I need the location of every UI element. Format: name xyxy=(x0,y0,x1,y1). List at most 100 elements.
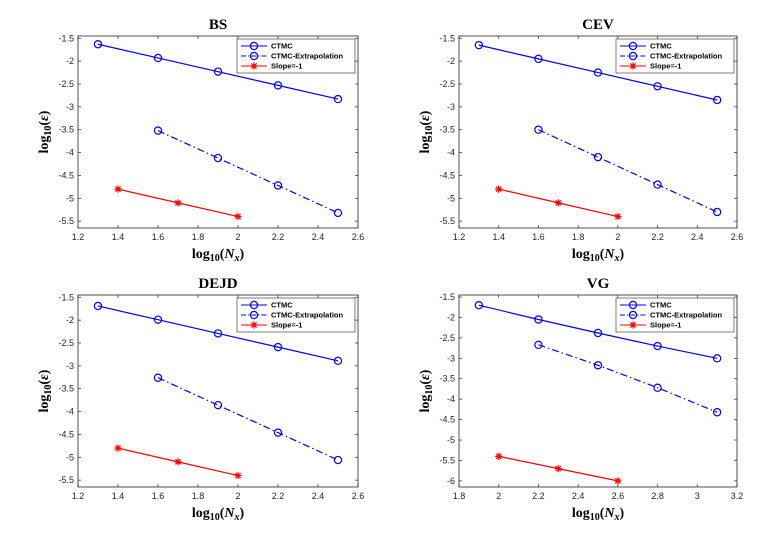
y-tick-label: -5.5 xyxy=(58,475,74,485)
chart-title: DEJD xyxy=(198,276,237,292)
x-tick-label: 2.4 xyxy=(312,491,325,501)
x-tick-label: 2.4 xyxy=(572,491,585,501)
y-tick-label: -3 xyxy=(447,353,455,363)
series-line-1 xyxy=(157,377,339,461)
data-point-1-3 xyxy=(712,408,722,417)
y-tick-label: -5 xyxy=(447,435,455,445)
y-tick-label: -2.5 xyxy=(439,333,455,343)
data-point-1-1 xyxy=(593,361,603,370)
chart-title: BS xyxy=(209,17,227,33)
y-tick-label: -5.5 xyxy=(58,216,74,226)
data-point-0-4 xyxy=(333,356,343,366)
data-point-0-3 xyxy=(653,82,662,91)
legend-marker xyxy=(250,62,258,70)
x-tick-label: 2.6 xyxy=(731,232,744,242)
legend-label: CTMC-Extrapolation xyxy=(271,311,344,320)
x-tick-label: 1.2 xyxy=(72,232,85,242)
x-tick-label: 2.6 xyxy=(352,491,365,501)
y-tick-label: -4.5 xyxy=(58,429,74,439)
data-point-0-0 xyxy=(93,40,103,49)
chart-title: VG xyxy=(587,276,610,292)
legend-marker xyxy=(628,41,638,51)
legend-label: CTMC xyxy=(271,42,293,51)
y-tick-label: -4 xyxy=(447,394,455,404)
data-point-0-4 xyxy=(712,95,722,105)
x-tick-label: 1.6 xyxy=(532,232,545,242)
data-point-1-2 xyxy=(273,428,283,437)
data-point-0-2 xyxy=(593,328,603,338)
y-axis-label: log10(ε) xyxy=(37,110,54,153)
legend-box xyxy=(615,38,735,74)
chart-bs: 1.2 1.4 1.6 1.8 2 2.2 2.4 2.6 -1.5 -2 -2.5 -3 -3.5 -4… xyxy=(37,17,364,264)
y-tick-label: -3.5 xyxy=(58,384,74,394)
data-point-1-0 xyxy=(153,126,163,135)
data-point-1-1 xyxy=(213,153,223,163)
series-line-0 xyxy=(478,44,718,101)
x-tick-label: 1.8 xyxy=(453,491,466,501)
legend-marker xyxy=(249,51,259,61)
x-tick-label: 2.2 xyxy=(272,232,285,242)
x-tick-label: 1.6 xyxy=(152,491,165,501)
legend-label: CTMC xyxy=(271,301,293,310)
data-point-1-3 xyxy=(712,207,722,217)
data-point-2-1 xyxy=(554,465,562,473)
legend-marker xyxy=(629,62,637,70)
x-tick-label: 1.8 xyxy=(572,232,585,242)
data-point-2-0 xyxy=(495,452,503,460)
data-point-2-0 xyxy=(114,444,122,452)
y-tick-label: -4 xyxy=(66,407,74,417)
data-point-0-3 xyxy=(273,342,283,352)
data-point-0-0 xyxy=(93,301,103,311)
x-tick-label: 1.4 xyxy=(492,232,505,242)
y-tick-label: -5 xyxy=(66,452,74,462)
legend-label: Slope=-1 xyxy=(271,62,302,71)
x-tick-label: 2.4 xyxy=(312,232,325,242)
y-tick-label: -2.5 xyxy=(58,338,74,348)
data-point-0-3 xyxy=(653,341,662,351)
y-axis-label: log10(ε) xyxy=(418,369,435,412)
legend-box xyxy=(236,38,356,74)
data-point-0-2 xyxy=(593,68,603,77)
data-point-1-0 xyxy=(534,340,543,350)
x-axis-label: log10(Nx) xyxy=(572,506,625,523)
legend-marker xyxy=(249,310,259,320)
series-line-1 xyxy=(157,130,339,214)
legend-label: CTMC xyxy=(650,42,672,51)
legend-label: CTMC xyxy=(650,301,672,310)
y-tick-label: -5.5 xyxy=(439,455,455,465)
legend-box xyxy=(615,297,735,333)
data-point-1-2 xyxy=(653,383,662,392)
data-point-0-1 xyxy=(534,54,543,64)
legend-box xyxy=(236,297,356,333)
legend-label: CTMC-Extrapolation xyxy=(650,311,723,320)
x-tick-label: 1.2 xyxy=(453,232,466,242)
y-tick-label: -1.5 xyxy=(439,292,455,302)
data-point-0-0 xyxy=(474,40,484,50)
x-tick-label: 1.4 xyxy=(112,232,125,242)
legend-label: Slope=-1 xyxy=(650,62,681,71)
legend-marker xyxy=(628,51,638,61)
y-tick-label: -3.5 xyxy=(439,125,455,135)
x-tick-label: 2.2 xyxy=(651,232,664,242)
data-point-2-0 xyxy=(495,185,503,193)
y-tick-label: -5 xyxy=(66,193,74,203)
y-tick-label: -3 xyxy=(66,361,74,371)
x-axis-label: log10(Nx) xyxy=(192,506,245,523)
y-tick-label: -3 xyxy=(447,102,455,112)
x-tick-label: 1.8 xyxy=(192,232,205,242)
x-tick-label: 2.8 xyxy=(651,491,664,501)
y-tick-label: -3 xyxy=(66,102,74,112)
data-point-0-2 xyxy=(213,67,223,76)
x-tick-label: 2 xyxy=(235,232,240,242)
x-tick-label: 1.6 xyxy=(152,232,165,242)
data-point-2-2 xyxy=(614,212,622,221)
y-tick-label: -2 xyxy=(447,56,455,66)
x-axis-label: log10(Nx) xyxy=(572,247,625,264)
data-point-0-2 xyxy=(213,329,223,338)
data-point-0-3 xyxy=(273,81,283,90)
series-line-1 xyxy=(538,344,718,413)
data-point-2-2 xyxy=(234,471,242,480)
legend-marker xyxy=(249,300,259,310)
data-point-0-0 xyxy=(474,301,484,310)
